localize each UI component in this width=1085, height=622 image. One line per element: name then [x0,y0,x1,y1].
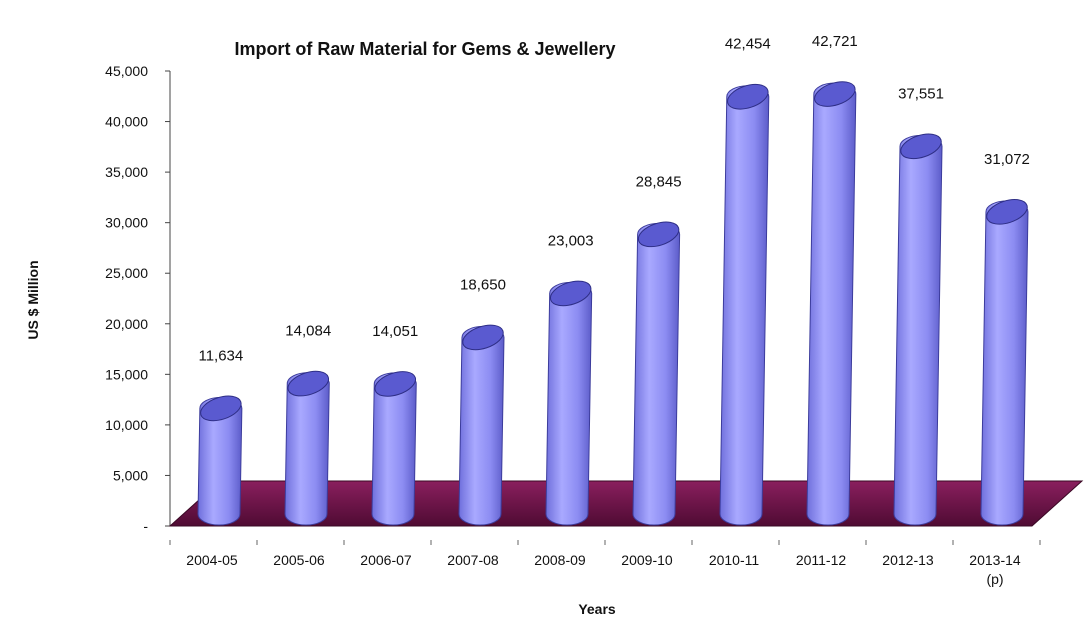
x-tick-label: 2013-14 [969,552,1021,568]
data-label: 14,051 [372,323,418,340]
bar-top [637,221,680,248]
bar [458,324,505,526]
y-tick-label: - [143,518,148,534]
bar-top [986,199,1028,225]
y-tick-label: 15,000 [105,366,148,382]
x-tick-label: 2006-07 [360,552,412,568]
y-tick-label: 10,000 [105,417,148,433]
bar [632,221,681,526]
y-tick-label: 25,000 [105,265,148,281]
bar-top [287,370,330,397]
bar-top [462,324,504,351]
y-tick-label: 30,000 [105,215,148,231]
x-tick-label: 2012-13 [882,552,934,568]
bar-body [545,281,593,526]
x-tick-label: 2007-08 [447,552,499,568]
bar-body [458,325,505,526]
bar [545,280,593,526]
bar [197,395,243,526]
data-label-group: 11,634 14,084 14,051 18,650 23,003 28,845 42,4… [198,33,1029,364]
bar-body [284,372,330,526]
x-tick-label: 2009-10 [621,552,673,568]
data-label: 28,845 [636,173,682,190]
y-tick-label: 45,000 [105,63,148,79]
y-tick-label: 5,000 [113,467,148,483]
data-label: 18,650 [460,276,506,293]
bar-body [980,200,1029,526]
bar-body [719,85,770,526]
data-label: 42,721 [812,33,858,50]
data-label: 14,084 [285,323,331,340]
bar [893,133,943,526]
data-label: 31,072 [984,151,1030,168]
x-tick-note: (p) [986,571,1003,587]
y-tick-label: 35,000 [105,164,148,180]
bar-group [197,81,1029,526]
y-axis: - 5,000 10,000 15,000 20,000 25,000 30,000 35,0… [105,63,171,534]
bar [371,371,417,526]
x-axis-label: Years [578,601,616,617]
bar-top [727,83,769,110]
bar-body [632,222,681,526]
data-label: 42,454 [725,36,771,53]
bar-top [549,280,592,307]
x-tick-label: 2010-11 [709,552,760,568]
bar [806,81,857,526]
bar [284,370,330,526]
chart-title: Import of Raw Material for Gems & Jewell… [234,39,615,59]
y-tick-label: 20,000 [105,316,148,332]
y-tick-label: 40,000 [105,114,148,130]
bar-top [814,81,856,107]
bar [980,199,1029,526]
y-tick-group: - 5,000 10,000 15,000 20,000 25,000 30,000 35,0… [105,63,170,534]
bar-body [371,372,417,526]
data-label: 23,003 [548,232,594,249]
bar [719,83,770,526]
bar-body [806,82,857,526]
y-axis-label: US $ Million [25,260,41,339]
x-tick-label: 2005-06 [273,552,325,568]
x-tick-label: 2008-09 [534,552,586,568]
bar-top [900,133,942,160]
x-tick-group: 2004-05 2005-06 2006-07 2007-08 2008-09 2009-… [169,540,1041,587]
data-label: 11,634 [198,347,243,364]
bar-top [374,371,417,397]
bar-body [197,396,243,526]
bar-body [893,134,943,526]
x-tick-label: 2011-12 [796,552,847,568]
data-label: 37,551 [898,85,944,102]
bar-top [200,395,242,422]
x-tick-label: 2004-05 [186,552,238,568]
